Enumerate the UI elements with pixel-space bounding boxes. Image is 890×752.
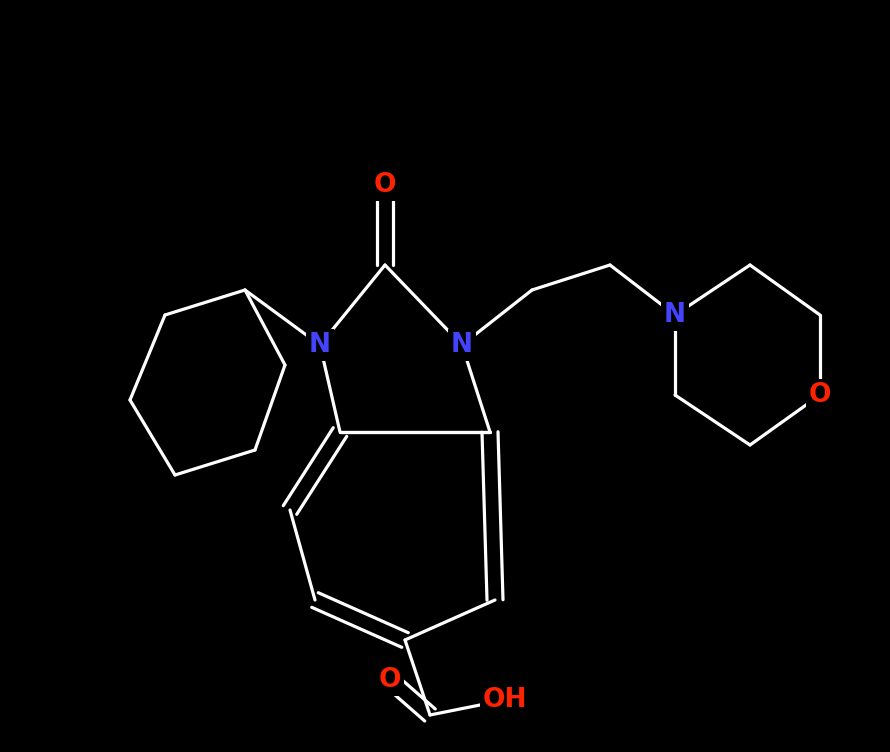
Text: N: N — [309, 332, 331, 358]
Text: N: N — [664, 302, 686, 328]
Text: OH: OH — [482, 687, 527, 713]
Text: O: O — [374, 172, 396, 198]
Text: O: O — [809, 382, 831, 408]
Text: N: N — [451, 332, 473, 358]
Text: O: O — [379, 667, 401, 693]
